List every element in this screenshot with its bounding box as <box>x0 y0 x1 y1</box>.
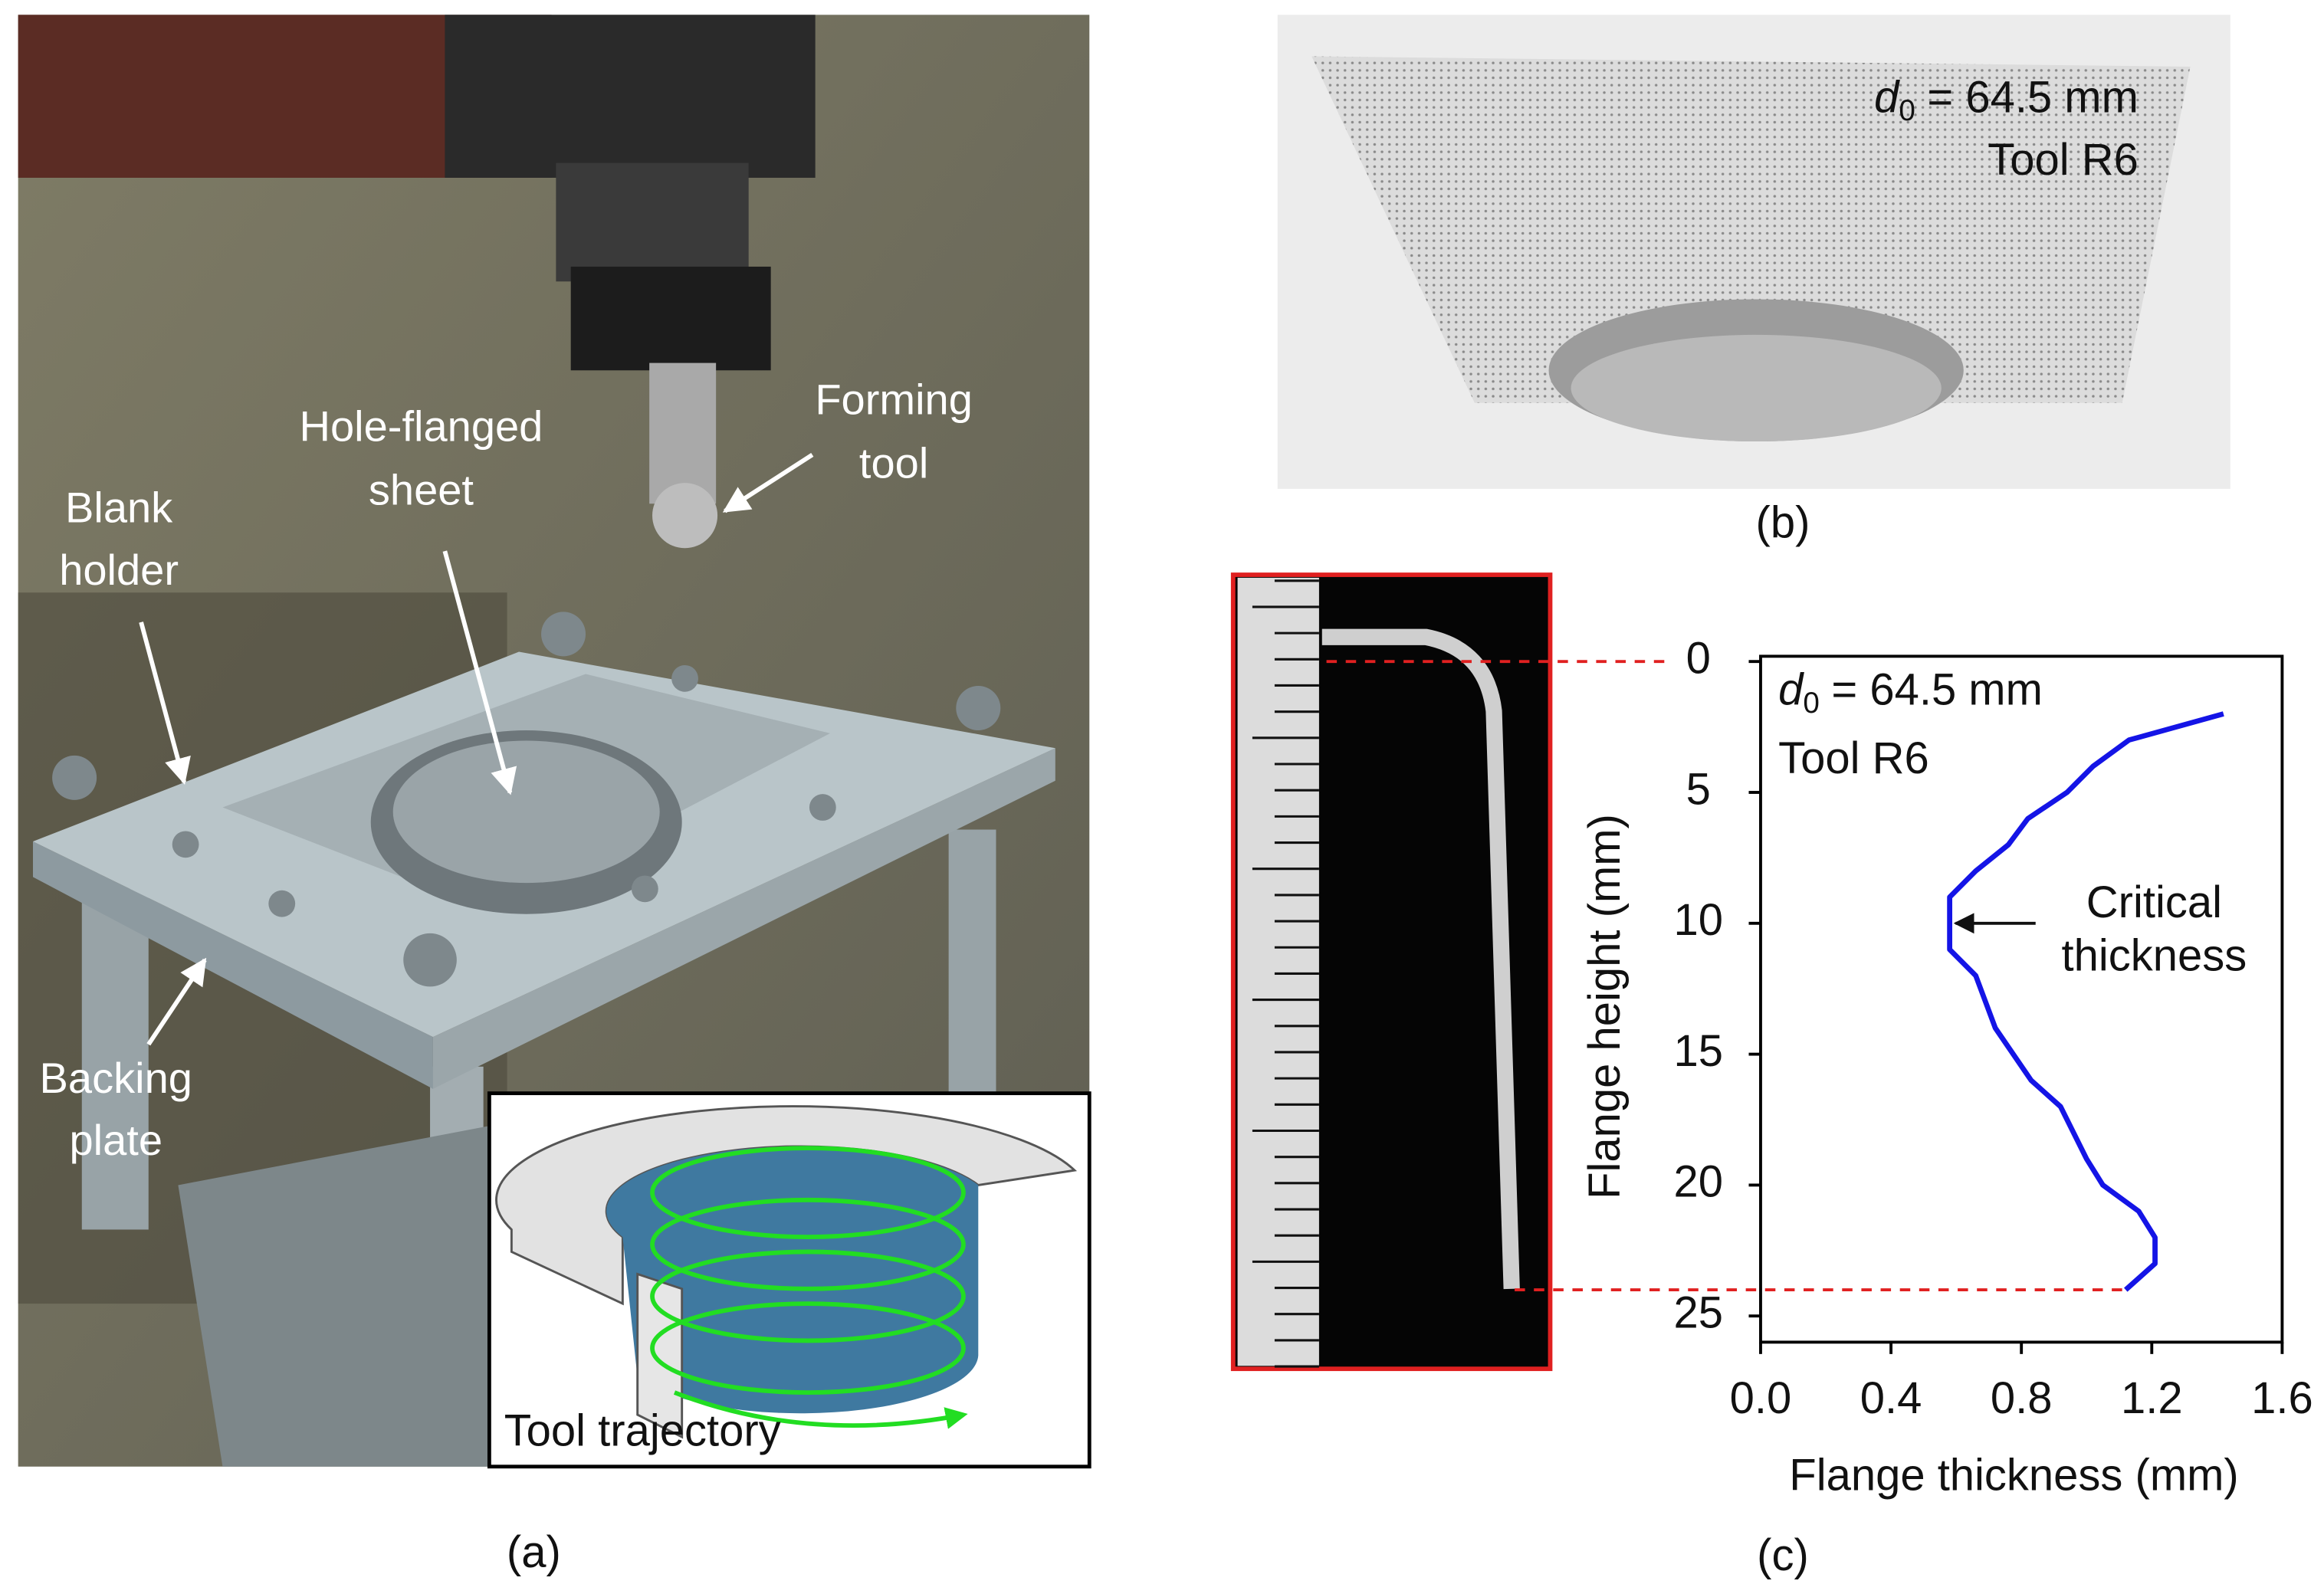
y-axis-label: Flange height (mm) <box>1581 814 1630 1199</box>
callout-text: Hole-flanged <box>300 402 543 450</box>
callout-text: tool <box>859 439 928 487</box>
annotation-text: = 64.5 mm <box>1927 74 2139 123</box>
photo-b <box>1277 15 2230 489</box>
y-tick-label: 5 <box>1686 765 1711 814</box>
panel-label: (b) <box>1756 499 1810 548</box>
callout-text: Backing <box>40 1054 192 1102</box>
callout-text: holder <box>59 546 179 594</box>
x-tick-label: 0.0 <box>1730 1374 1792 1423</box>
panel-label: (c) <box>1757 1531 1809 1580</box>
x-tick-label: 0.8 <box>1991 1374 2053 1423</box>
annotation: d0 = 64.5 mm <box>1874 74 2139 127</box>
y-tick-label: 20 <box>1674 1158 1724 1207</box>
trajectory-inset <box>487 1091 1091 1469</box>
callout-text: sheet <box>369 466 474 514</box>
photo-a <box>18 15 1090 1467</box>
x-axis-label: Flange thickness (mm) <box>1789 1451 2238 1501</box>
y-tick-label: 15 <box>1674 1027 1724 1076</box>
panel-label: (a) <box>507 1528 561 1577</box>
subscript: 0 <box>1803 687 1820 720</box>
x-tick-label: 0.4 <box>1860 1374 1922 1423</box>
inset-caption: Tool trajectory <box>504 1407 781 1456</box>
symbol: d <box>1874 74 1900 123</box>
callout-text: Blank <box>65 484 173 532</box>
annotation: Tool R6 <box>1778 734 1929 783</box>
data-line <box>1947 711 2224 1292</box>
callout-text: Forming <box>815 376 973 424</box>
y-tick-label: 10 <box>1674 896 1724 945</box>
callout-arrows <box>139 453 814 1046</box>
y-tick-label: 0 <box>1686 635 1711 684</box>
annotation: Tool R6 <box>1988 136 2139 185</box>
x-tick-label: 1.2 <box>2121 1374 2183 1423</box>
annotation-text: = 64.5 mm <box>1831 666 2043 715</box>
subscript: 0 <box>1899 94 1915 127</box>
annotation: d0 = 64.5 mm <box>1778 666 2043 720</box>
annotation-text: thickness <box>2062 932 2247 981</box>
symbol: d <box>1778 666 1804 715</box>
cross-section <box>1230 572 1553 1372</box>
x-tick-label: 1.6 <box>2251 1374 2313 1423</box>
y-tick-label: 25 <box>1674 1289 1724 1338</box>
callout-text: plate <box>69 1116 162 1164</box>
annotation-text: Critical <box>2086 878 2222 927</box>
